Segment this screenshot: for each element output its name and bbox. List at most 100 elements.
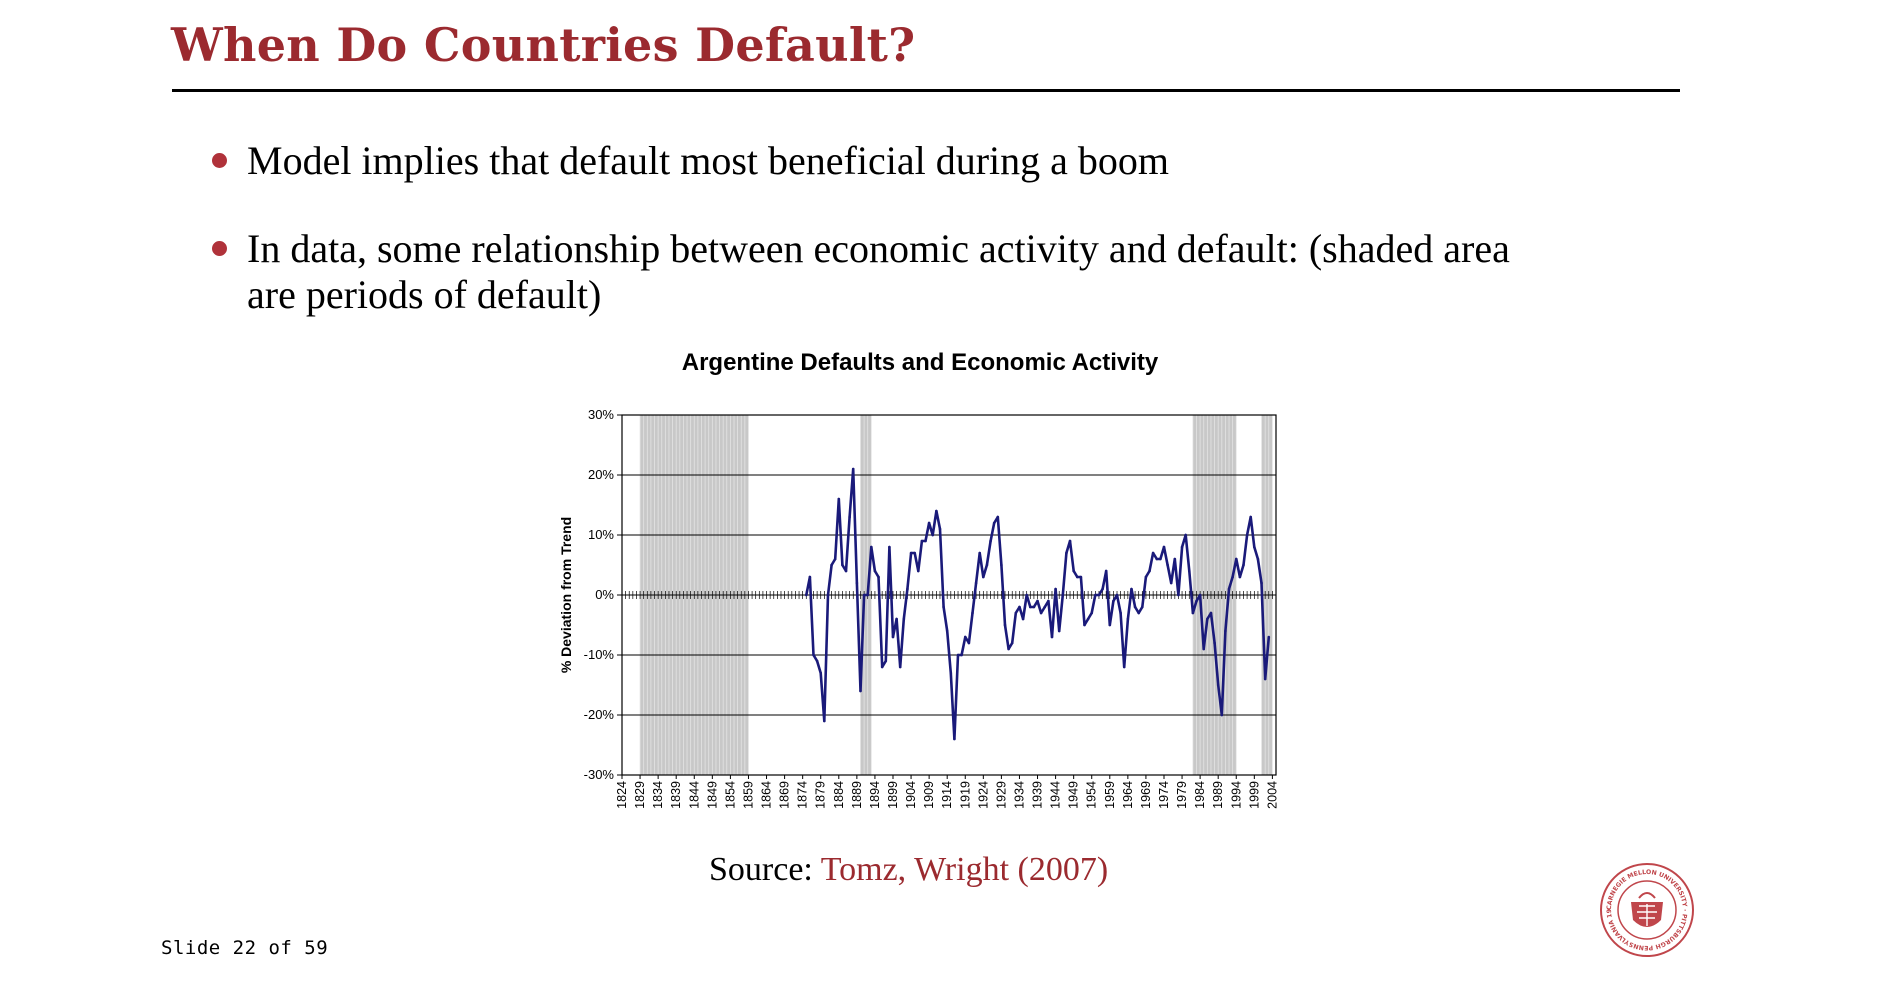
data-point — [1238, 575, 1242, 579]
data-point — [1173, 557, 1177, 561]
x-tick-label: 1924 — [976, 781, 990, 809]
data-point — [1039, 611, 1043, 615]
x-tick-label: 1914 — [940, 781, 954, 809]
data-point — [866, 593, 870, 597]
data-point — [841, 563, 844, 567]
slide-title: When Do Countries Default? — [171, 18, 916, 72]
source-link[interactable]: Tomz, Wright (2007) — [820, 851, 1109, 888]
x-tick-label: 1869 — [778, 781, 792, 809]
data-point — [916, 569, 920, 573]
data-point — [833, 557, 837, 561]
y-tick-label: 20% — [588, 467, 614, 482]
data-point — [1242, 563, 1245, 567]
data-point — [1220, 713, 1224, 717]
x-tick-label: 1904 — [904, 781, 918, 809]
x-tick-label: 1909 — [922, 781, 936, 809]
data-point — [1191, 611, 1195, 615]
data-point — [985, 563, 989, 567]
data-point — [815, 659, 819, 663]
data-point — [953, 737, 956, 741]
data-point — [1144, 575, 1148, 579]
x-tick-label: 1854 — [723, 781, 737, 809]
title-rule — [172, 89, 1680, 92]
bullet-text: In data, some relationship between econo… — [247, 226, 1510, 317]
x-tick-label: 1954 — [1085, 781, 1099, 809]
data-point — [1043, 605, 1047, 609]
data-point — [1133, 605, 1137, 609]
x-tick-label: 1839 — [669, 781, 683, 809]
x-tick-label: 1984 — [1193, 781, 1207, 809]
data-point — [960, 653, 963, 657]
y-tick-label: -20% — [584, 707, 615, 722]
x-tick-label: 1824 — [615, 781, 629, 809]
bullet-dot-icon — [212, 153, 227, 168]
data-point — [1166, 563, 1169, 567]
data-point — [1260, 581, 1263, 585]
data-point — [862, 593, 866, 597]
data-point — [996, 515, 1000, 519]
data-point — [1184, 533, 1187, 537]
data-point — [891, 635, 895, 639]
data-point — [1054, 587, 1057, 591]
data-point — [989, 539, 992, 543]
data-point — [1068, 539, 1072, 543]
x-tick-label: 1844 — [687, 781, 701, 809]
slide-number: Slide 22 of 59 — [161, 937, 329, 959]
data-point — [873, 569, 877, 573]
data-point — [1148, 569, 1151, 573]
data-point — [1141, 605, 1144, 609]
data-point — [826, 593, 830, 597]
data-point — [1206, 617, 1209, 621]
data-point — [1177, 593, 1180, 597]
data-point — [1094, 593, 1097, 597]
x-tick-label: 1944 — [1049, 781, 1063, 809]
data-point — [924, 539, 927, 543]
y-tick-label: -30% — [584, 767, 615, 782]
data-point — [855, 581, 859, 585]
x-tick-label: 1994 — [1229, 781, 1243, 809]
x-tick-label: 1849 — [705, 781, 719, 809]
data-point — [1155, 557, 1159, 561]
x-tick-label: 1999 — [1247, 781, 1261, 809]
data-point — [1097, 593, 1101, 597]
x-tick-label: 1919 — [958, 781, 972, 809]
x-tick-label: 1874 — [796, 781, 810, 809]
data-point — [909, 551, 913, 555]
data-point — [942, 605, 945, 609]
data-point — [808, 575, 812, 579]
data-point — [1108, 623, 1112, 627]
data-point — [974, 581, 978, 585]
data-point — [1162, 545, 1166, 549]
data-point — [1036, 599, 1039, 603]
bullet-item: In data, some relationship between econo… — [210, 226, 1517, 318]
x-tick-label: 1894 — [868, 781, 882, 809]
data-point — [1032, 605, 1036, 609]
data-point — [880, 665, 884, 669]
data-point — [844, 569, 848, 573]
data-point — [1065, 551, 1068, 555]
data-point — [1014, 611, 1018, 615]
y-tick-label: -10% — [584, 647, 615, 662]
carnegie-mellon-seal-logo: CARNEGIE MELLON UNIVERSITY · PITTSBURGH … — [1599, 862, 1694, 957]
data-point — [1000, 563, 1003, 567]
data-point — [1126, 617, 1130, 621]
source-citation: Source: Tomz, Wright (2007) — [709, 851, 1108, 889]
data-point — [823, 719, 826, 723]
data-point — [819, 671, 823, 675]
data-point — [1180, 545, 1184, 549]
data-point — [1256, 557, 1260, 561]
data-point — [935, 509, 938, 513]
data-point — [1086, 617, 1090, 621]
data-point — [1130, 587, 1133, 591]
data-point — [1075, 575, 1079, 579]
x-tick-label: 1884 — [832, 781, 846, 809]
x-tick-label: 1989 — [1211, 781, 1225, 809]
data-point — [1003, 623, 1007, 627]
data-point — [1021, 617, 1025, 621]
data-point — [1249, 515, 1253, 519]
data-point — [1057, 629, 1061, 633]
x-tick-label: 1889 — [850, 781, 864, 809]
x-tick-label: 1934 — [1012, 781, 1026, 809]
data-point — [978, 551, 982, 555]
data-point — [1253, 545, 1256, 549]
